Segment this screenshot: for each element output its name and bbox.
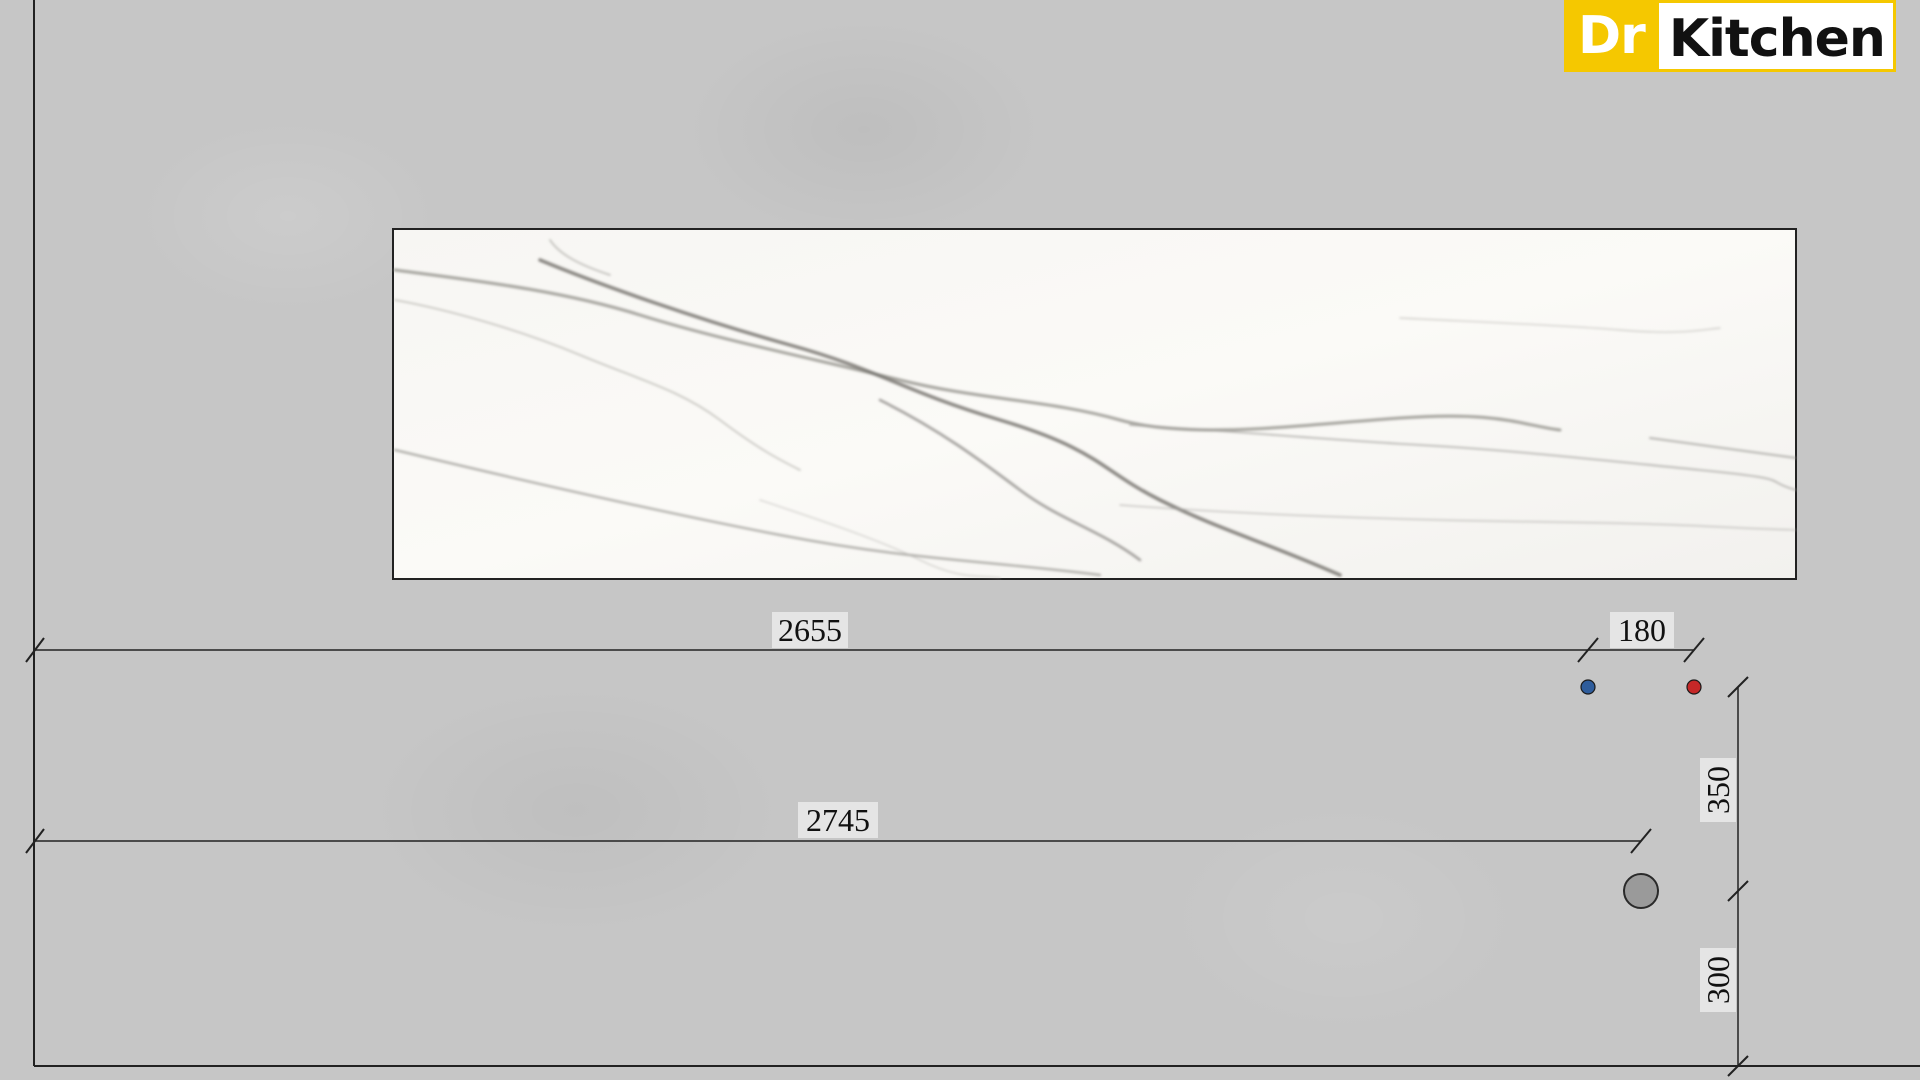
marble-vein [1399,317,1721,333]
marble-vein [1649,437,1797,459]
marble-vein [549,239,611,276]
dimension-label-box [1700,948,1736,1012]
dimension-label-350: 350 [1700,766,1736,814]
marble-vein [1129,424,1797,491]
marble-vein [393,268,1562,432]
marble-vein [759,499,1001,579]
dr-kitchen-logo: Dr Kitchen [1564,0,1896,72]
dimension-label-box [772,612,848,648]
dimension-label-2745: 2745 [806,802,870,838]
marble-vein [1119,504,1797,531]
dimension-hot-cold-spacing: 180 [1588,612,1705,663]
drain-outlet-marker [1623,873,1659,909]
dimension-label-300: 300 [1700,956,1736,1004]
dimension-label-2655: 2655 [778,612,842,648]
marble-vein [878,398,1142,562]
logo-kitchen-text: Kitchen [1658,0,1896,72]
marble-vein [394,299,801,471]
dimension-label-box [1610,612,1674,648]
dimension-label-box [798,802,878,838]
dimension-label-box [1700,758,1736,822]
marble-vein [393,448,1102,577]
dimension-outlet-height: 350 [1700,758,1736,822]
dimension-vertical-chain: 350 300 [1700,676,1749,1077]
cold-water-outlet-marker [1580,679,1596,695]
dimension-drain-offset: 2745 [25,802,1652,854]
dimension-cold-water-offset: 2655 [25,612,1599,663]
hot-water-outlet-marker [1686,679,1702,695]
marble-backsplash-panel [392,228,1797,580]
logo-dr-text: Dr [1564,0,1659,72]
dimension-label-180: 180 [1618,612,1666,648]
dimension-drain-height: 300 [1700,948,1736,1012]
marble-vein [538,258,1342,577]
